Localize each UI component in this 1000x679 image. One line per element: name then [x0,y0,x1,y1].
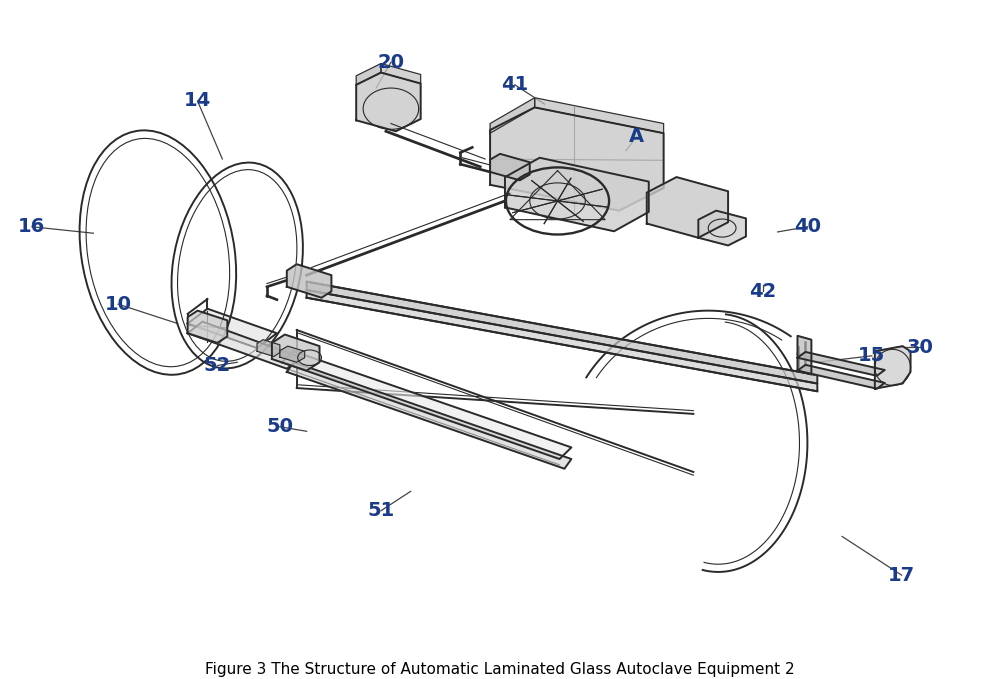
Text: 40: 40 [794,217,821,236]
Text: 16: 16 [18,217,46,236]
Polygon shape [356,64,381,85]
Text: 15: 15 [858,346,886,365]
Polygon shape [356,73,421,131]
Polygon shape [307,282,817,384]
Polygon shape [798,352,885,375]
Text: 41: 41 [501,75,528,94]
Polygon shape [698,210,746,246]
Polygon shape [647,177,728,238]
Polygon shape [280,346,305,363]
Polygon shape [798,365,885,388]
Polygon shape [505,158,649,232]
Text: 51: 51 [367,501,395,520]
Polygon shape [535,98,664,133]
Text: 50: 50 [266,418,293,437]
Polygon shape [875,346,911,388]
Polygon shape [188,309,277,348]
Text: 20: 20 [377,53,404,72]
Polygon shape [188,322,302,369]
Text: 30: 30 [907,338,934,357]
Polygon shape [272,335,320,371]
Text: A: A [629,127,644,146]
Text: Figure 3 The Structure of Automatic Laminated Glass Autoclave Equipment 2: Figure 3 The Structure of Automatic Lami… [205,662,795,677]
Polygon shape [490,107,664,210]
Polygon shape [287,264,331,297]
Polygon shape [287,363,571,469]
Text: 52: 52 [204,356,231,375]
Polygon shape [257,340,280,356]
Polygon shape [798,336,811,375]
Text: 10: 10 [105,295,132,314]
Text: 42: 42 [749,282,776,301]
Polygon shape [307,290,817,391]
Polygon shape [381,64,421,84]
Text: 14: 14 [184,92,211,111]
Polygon shape [188,310,227,343]
Polygon shape [490,98,535,133]
Polygon shape [282,351,571,459]
Text: 17: 17 [888,566,915,585]
Polygon shape [490,154,530,181]
